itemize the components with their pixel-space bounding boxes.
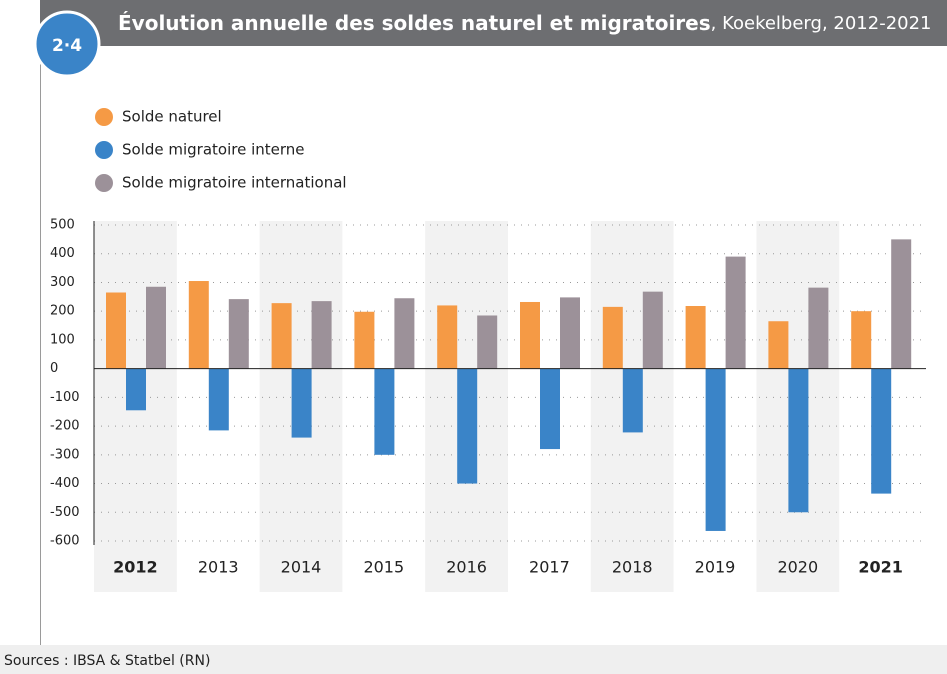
source: Sources : IBSA & Statbel (RN) (4, 653, 210, 669)
x-tick-label: 2012 (113, 558, 158, 577)
legend-label: Solde migratoire international (122, 174, 347, 192)
y-tick-label: 400 (50, 246, 75, 261)
bar (208, 368, 229, 431)
bar (437, 305, 458, 369)
bar (560, 297, 580, 369)
y-tick-label: -300 (50, 447, 80, 462)
chart-title: Évolution annuelle des soldes naturel et… (118, 11, 932, 35)
legend-marker (95, 174, 113, 192)
bar (808, 287, 829, 369)
x-tick-label: 2019 (695, 558, 736, 577)
badge (33, 10, 101, 78)
y-tick-label: 300 (50, 275, 75, 290)
y-tick-label: 200 (50, 304, 75, 319)
bar (851, 311, 872, 369)
legend-label: Solde naturel (122, 108, 222, 126)
x-tick-label: 2020 (777, 558, 818, 577)
y-tick-label: -600 (50, 534, 80, 549)
badge-text: 2·4 (52, 36, 82, 56)
bar (228, 299, 249, 369)
bar (457, 368, 478, 484)
bar (602, 306, 623, 369)
x-tick-label: 2015 (363, 558, 404, 577)
bar (146, 286, 166, 369)
bar (394, 298, 415, 369)
y-tick-label: -400 (50, 476, 80, 491)
x-tick-label: 2018 (612, 558, 653, 577)
x-tick-label: 2016 (446, 558, 487, 577)
bar (891, 239, 912, 369)
bar (871, 368, 892, 494)
bar (768, 321, 789, 369)
bar (374, 368, 395, 455)
bar (705, 368, 726, 531)
x-tick-label: 2021 (858, 558, 903, 577)
title-main: Évolution annuelle des soldes naturel et… (118, 11, 711, 35)
bar (271, 303, 292, 369)
y-tick-label: -100 (50, 390, 80, 405)
bar (622, 368, 643, 433)
bar (725, 256, 746, 369)
bar (520, 301, 540, 369)
y-tick-label: -200 (50, 419, 80, 434)
bar (106, 292, 126, 369)
y-tick-label: 0 (50, 361, 58, 376)
header-bar (40, 0, 947, 46)
x-tick-label: 2014 (281, 558, 322, 577)
bar (354, 311, 375, 369)
legend-marker (95, 141, 113, 159)
bar (540, 368, 560, 450)
legend-marker (95, 108, 113, 126)
y-tick-label: 100 (50, 332, 75, 347)
y-tick-label: -500 (50, 505, 80, 520)
bar (788, 368, 809, 513)
bar (642, 291, 663, 369)
bar (477, 315, 498, 369)
legend-label: Solde migratoire interne (122, 141, 305, 159)
bar (126, 368, 146, 411)
y-tick-label: 500 (50, 218, 75, 233)
bar (188, 281, 209, 369)
bar (311, 301, 332, 369)
bar (685, 306, 706, 369)
bar (291, 368, 312, 438)
x-tick-label: 2013 (198, 558, 239, 577)
footer-bar (0, 645, 947, 674)
title-rest: , Koekelberg, 2012-2021 (711, 13, 932, 34)
x-tick-label: 2017 (529, 558, 570, 577)
